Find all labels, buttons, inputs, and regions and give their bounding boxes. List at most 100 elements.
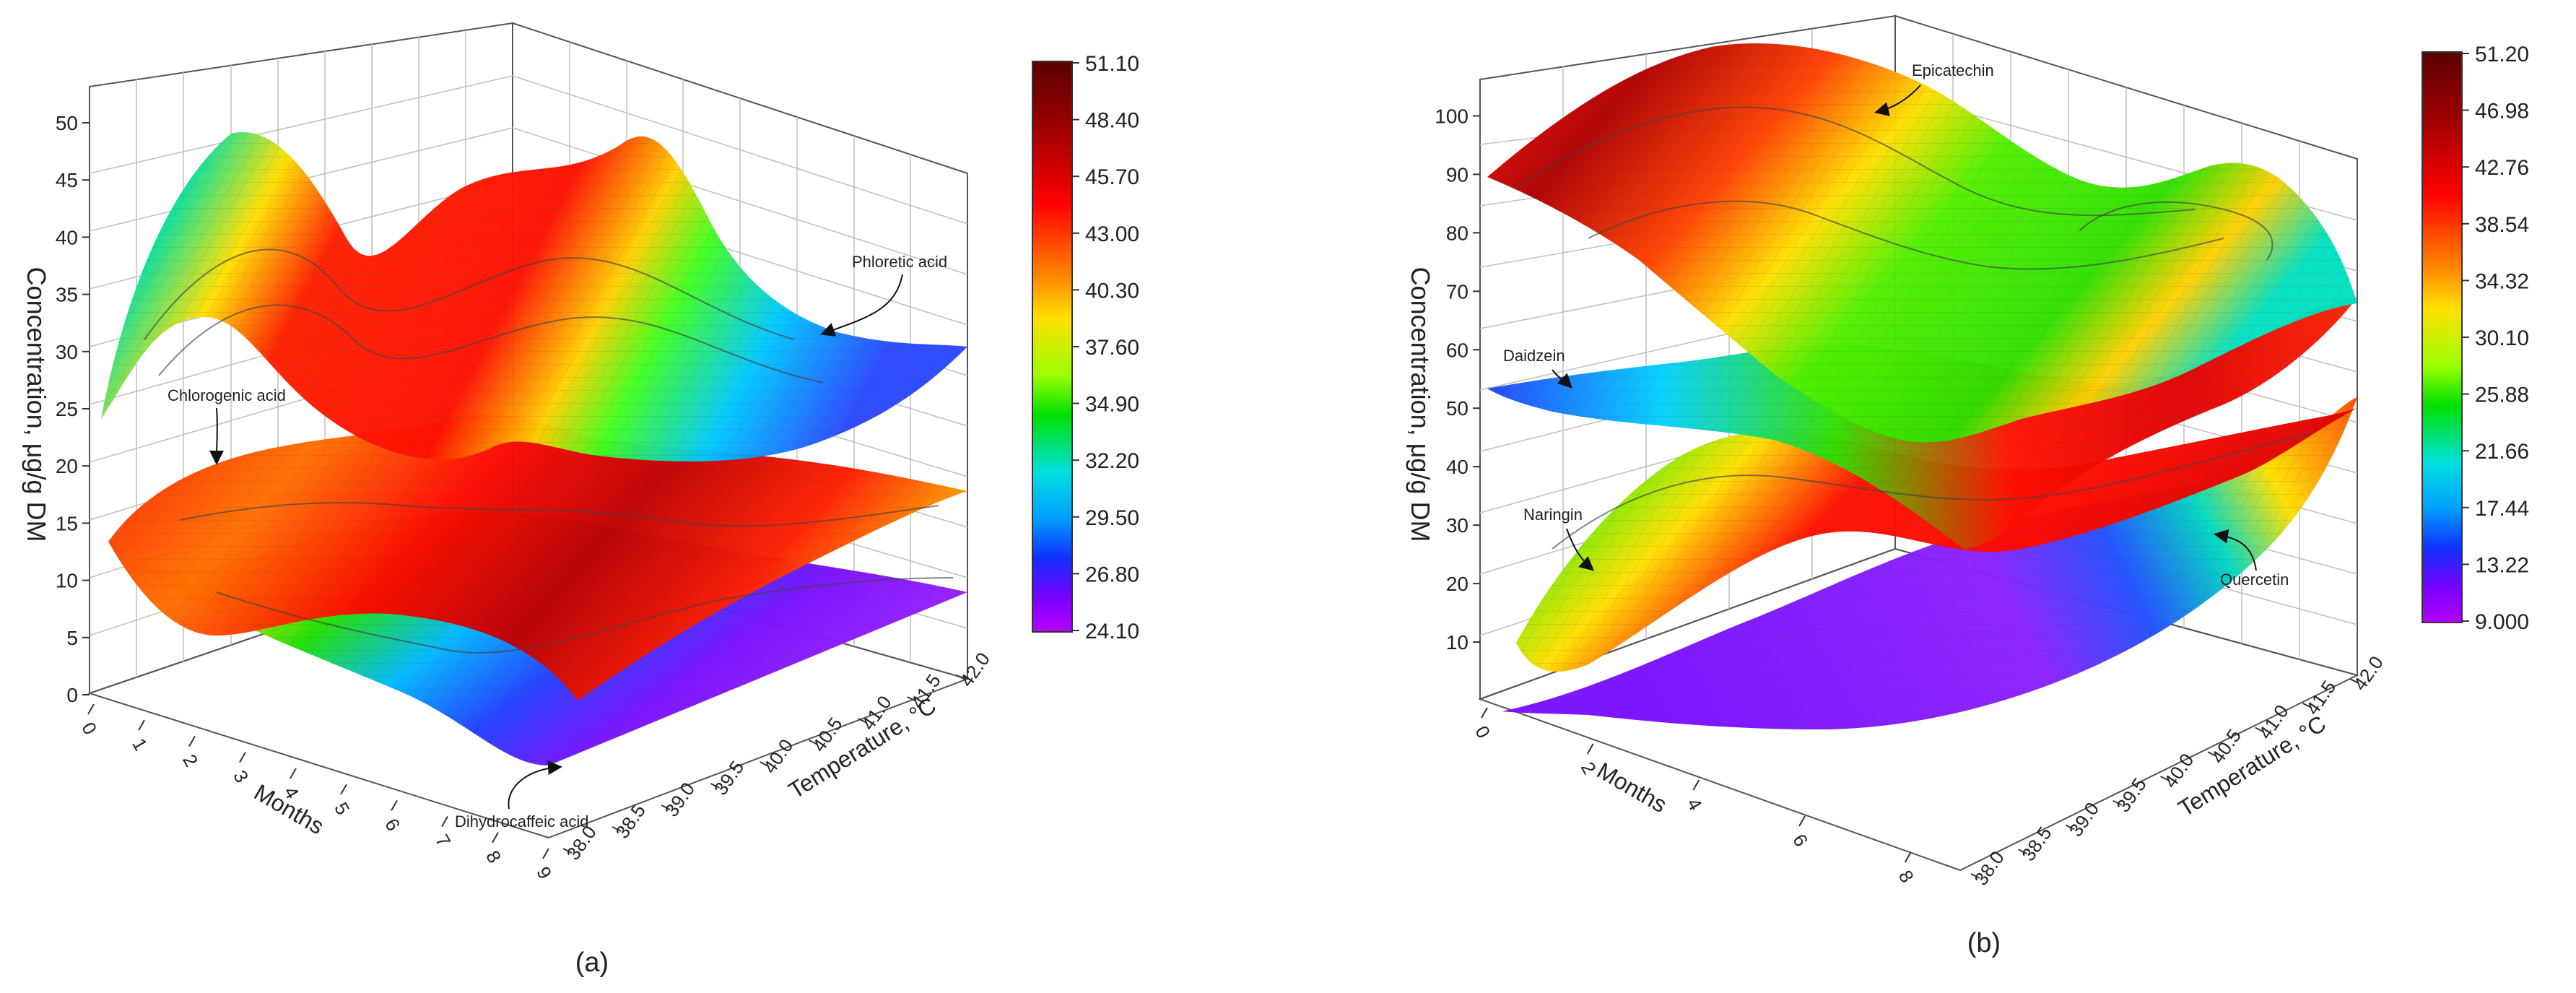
- x-tick: [340, 784, 347, 795]
- x-tick-label: 2: [178, 750, 202, 771]
- x-tick: [1692, 779, 1700, 791]
- colorbar-tick-label: 34.32: [2475, 269, 2529, 293]
- y-tick-label: 39.5: [710, 757, 749, 799]
- x-tick-label: 8: [1894, 867, 1918, 887]
- y-tick: [809, 740, 819, 745]
- x-tick: [188, 735, 196, 747]
- z-tick-label: 100: [1435, 105, 1468, 127]
- z-tick-label: 30: [1446, 514, 1468, 537]
- z-tick-label: 40: [56, 226, 78, 248]
- y-tick: [2112, 799, 2123, 806]
- label-phloretic-acid: Phloretic acid: [852, 253, 947, 271]
- label-naringin: Naringin: [1523, 506, 1583, 524]
- panel-a-colorbar: 51.10 48.40 45.70 43.00 40.30 37.60 34.90 32.20…: [1032, 52, 1139, 643]
- colorbar-tick-label: 51.20: [2475, 43, 2529, 66]
- x-tick-label: 0: [1471, 722, 1494, 742]
- y-tick: [956, 675, 966, 680]
- z-tick-label: 10: [1446, 631, 1468, 654]
- z-tick-label: 30: [56, 341, 78, 363]
- label-chlorogenic-acid: Chlorogenic acid: [167, 386, 286, 404]
- y-tick: [2349, 678, 2359, 684]
- panel-b-colorbar: 51.20 46.98 42.76 38.54 34.32 30.10 25.88 21.66…: [2421, 43, 2529, 634]
- colorbar-tick-label: 25.88: [2475, 383, 2529, 407]
- z-tick-label: 60: [1446, 339, 1468, 361]
- panel-a-label: (a): [575, 948, 609, 978]
- label-epicatechin: Epicatechin: [1912, 61, 1994, 79]
- colorbar-tick-label: 13.22: [2475, 553, 2529, 577]
- x-tick: [542, 848, 549, 859]
- x-tick-label: 0: [77, 719, 101, 739]
- colorbar-tick-label: 34.90: [1085, 393, 1139, 417]
- colorbar-tick-label: 21.66: [2475, 440, 2529, 464]
- colorbar-tick-label: 24.10: [1085, 620, 1139, 643]
- y-tick: [562, 848, 573, 854]
- label-dihydrocaffeic-acid: Dihydrocaffeic acid: [455, 812, 588, 831]
- x-tick-label: 6: [380, 815, 404, 835]
- x-tick: [1904, 851, 1912, 863]
- z-tick-label: 10: [56, 570, 78, 592]
- x-tick: [391, 799, 398, 811]
- y-tick-label: 38.5: [611, 800, 650, 843]
- colorbar-tick-label: 37.60: [1085, 336, 1139, 360]
- x-tick: [492, 832, 499, 844]
- x-tick: [239, 752, 246, 763]
- panel-a-annotations: Phloretic acid Chlorogenic acid Dihydroc…: [167, 253, 947, 831]
- y-tick-label: 38.5: [2017, 823, 2056, 865]
- y-tick: [710, 783, 720, 789]
- x-tick: [441, 816, 448, 828]
- panel-b-surfaces: [1487, 43, 2357, 729]
- colorbar-tick-label: 40.30: [1085, 279, 1139, 303]
- z-tick-label: 15: [56, 512, 78, 534]
- x-tick-label: 1: [128, 734, 152, 755]
- y-tick: [2207, 751, 2217, 758]
- x-tick: [1586, 743, 1594, 755]
- panel-a-z-axis: 0 5 10 15 20 25 30 35 40 45 50: [56, 112, 90, 706]
- panel-b-annotations: Epicatechin Daidzein Naringin Quercetin: [1503, 61, 2289, 589]
- y-tick: [2065, 824, 2075, 831]
- y-tick: [858, 718, 868, 724]
- y-tick: [661, 805, 671, 810]
- y-tick-label: 41.5: [2302, 677, 2341, 719]
- panel-a-surfaces: [101, 131, 967, 766]
- x-tick: [138, 719, 145, 731]
- x-tick-label: 6: [1788, 831, 1812, 851]
- y-tick-label: 42.0: [955, 649, 994, 691]
- colorbar-tick-label: 38.54: [2475, 213, 2529, 237]
- colorbar-tick-label: 9.000: [2475, 610, 2529, 634]
- colorbar-tick-label: 48.40: [1085, 109, 1139, 133]
- y-tick: [2018, 849, 2028, 855]
- z-tick-label: 35: [56, 284, 78, 306]
- z-tick-label: 45: [56, 169, 78, 191]
- colorbar-tick-label: 43.00: [1085, 222, 1139, 246]
- panel-b-zlabel: Concentration, μg/g DM: [1406, 267, 1435, 542]
- x-tick: [1798, 815, 1806, 827]
- x-tick: [290, 768, 297, 779]
- colorbar-tick-label: 51.10: [1085, 52, 1139, 76]
- colorbar-tick-label: 46.98: [2475, 100, 2529, 123]
- z-tick-label: 5: [66, 627, 78, 649]
- panel-b-z-axis: 10 20 30 40 50 60 70 80 90 100: [1435, 105, 1480, 654]
- z-tick-label: 50: [56, 112, 78, 134]
- y-tick: [2160, 776, 2170, 781]
- y-tick: [1970, 873, 1980, 879]
- z-tick-label: 40: [1446, 456, 1468, 478]
- y-tick-label: 38.0: [1970, 847, 2009, 890]
- x-tick-label: 5: [330, 799, 354, 819]
- colorbar-tick-label: 26.80: [1085, 563, 1139, 586]
- colorbar-tick-label: 17.44: [2475, 497, 2529, 521]
- panel-b-label: (b): [1967, 928, 2001, 958]
- z-tick-label: 90: [1446, 163, 1468, 186]
- y-tick: [907, 696, 917, 702]
- y-tick: [2302, 702, 2312, 708]
- z-tick-label: 0: [66, 684, 78, 706]
- panel-b-xlabel: Months: [1593, 758, 1671, 818]
- y-tick-label: 39.0: [661, 779, 700, 821]
- y-tick-label: 40.0: [759, 735, 798, 778]
- colorbar-tick-label: 30.10: [2475, 326, 2529, 350]
- colorbar-tick-label: 45.70: [1085, 165, 1139, 189]
- z-tick-label: 50: [1446, 397, 1468, 420]
- z-tick-label: 20: [1446, 573, 1468, 595]
